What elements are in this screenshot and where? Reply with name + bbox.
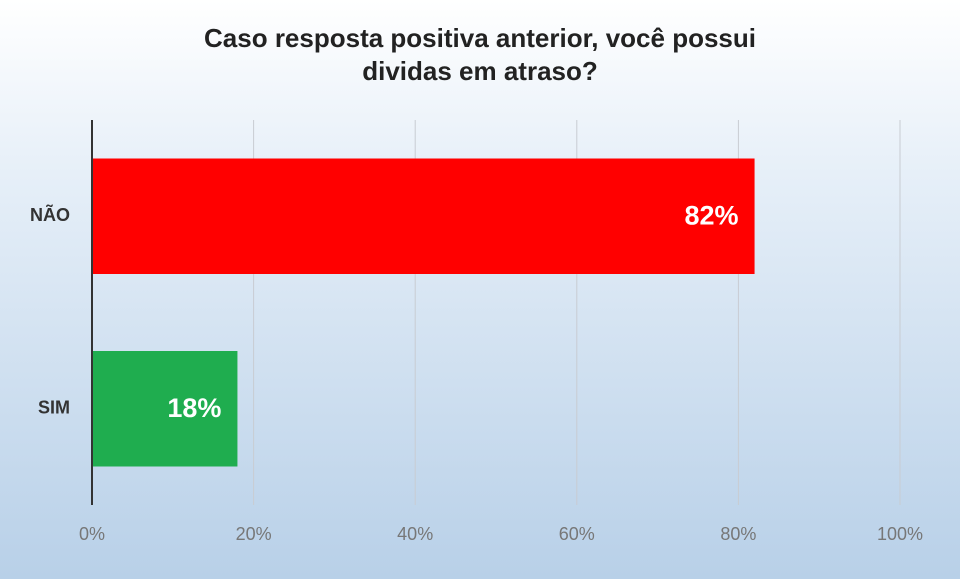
x-tick-label: 20%: [236, 524, 272, 544]
x-tick-label: 60%: [559, 524, 595, 544]
y-tick-label: SIM: [38, 398, 70, 418]
x-tick-label: 100%: [877, 524, 923, 544]
bar: [92, 351, 238, 467]
data-label: 18%: [167, 393, 221, 423]
bar: [92, 158, 755, 274]
data-label: 82%: [685, 200, 739, 230]
y-tick-label: NÃO: [30, 204, 70, 225]
chart-title: Caso resposta positiva anterior, você po…: [204, 23, 756, 86]
x-tick-label: 40%: [397, 524, 433, 544]
x-tick-label: 0%: [79, 524, 105, 544]
x-tick-label: 80%: [720, 524, 756, 544]
